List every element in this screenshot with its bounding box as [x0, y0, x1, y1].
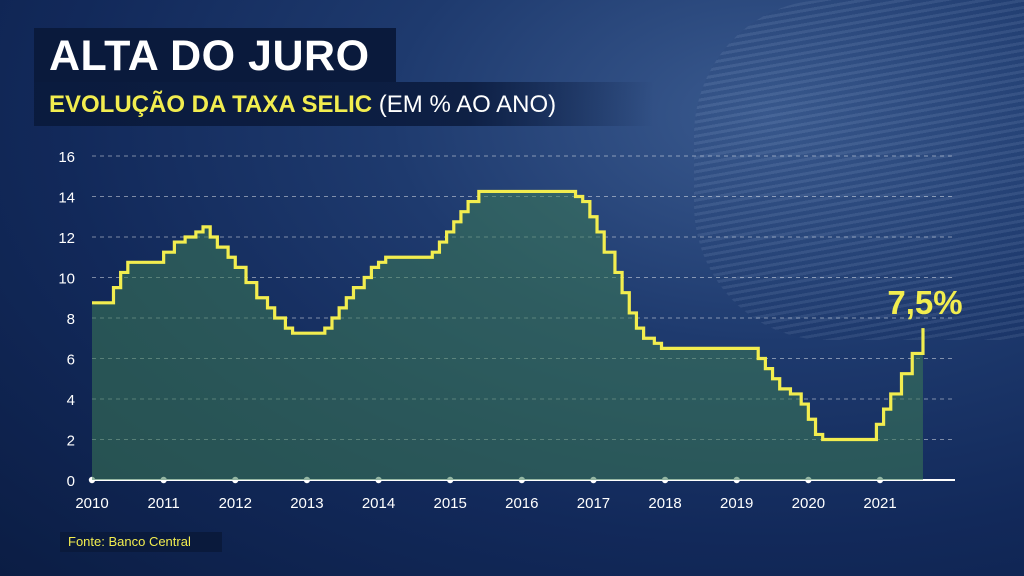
- chart-subtitle: EVOLUÇÃO DA TAXA SELIC (EM % AO ANO): [49, 91, 556, 119]
- x-tick-label: 2015: [433, 495, 466, 512]
- x-tick-label: 2016: [505, 495, 538, 512]
- x-tick-label: 2014: [362, 495, 395, 512]
- annotation-label: 7,5%: [887, 284, 962, 321]
- y-tick-label: 8: [67, 311, 75, 328]
- y-tick-label: 16: [58, 149, 75, 166]
- y-tick-label: 2: [67, 433, 75, 450]
- subtitle-highlight: EVOLUÇÃO DA TAXA SELIC: [49, 91, 373, 118]
- x-tick-label: 2010: [75, 495, 108, 512]
- y-tick-label: 10: [58, 271, 75, 288]
- chart-title: ALTA DO JURO: [49, 32, 370, 80]
- y-tick-label: 6: [67, 352, 75, 369]
- source-box: [60, 532, 222, 552]
- x-tick-label: 2017: [577, 495, 610, 512]
- background-coins: [694, 0, 1024, 340]
- selic-line: [92, 189, 925, 442]
- y-tick-label: 14: [58, 190, 75, 207]
- y-tick-label: 4: [67, 392, 75, 409]
- x-tick-label: 2018: [648, 495, 681, 512]
- x-tick-label: 2021: [863, 495, 896, 512]
- x-tick-label: 2012: [219, 495, 252, 512]
- y-tick-label: 12: [58, 230, 75, 247]
- subtitle-unit: (EM % AO ANO): [372, 91, 557, 118]
- x-tick-label: 2020: [792, 495, 825, 512]
- source-note: Fonte: Banco Central: [68, 534, 191, 549]
- x-tick-label: 2011: [148, 495, 180, 512]
- y-tick-label: 0: [67, 473, 75, 490]
- x-tick-label: 2019: [720, 495, 753, 512]
- title-box: [34, 28, 396, 82]
- area-fill: [92, 191, 923, 480]
- x-tick-label: 2013: [290, 495, 323, 512]
- subtitle-box: [34, 82, 654, 126]
